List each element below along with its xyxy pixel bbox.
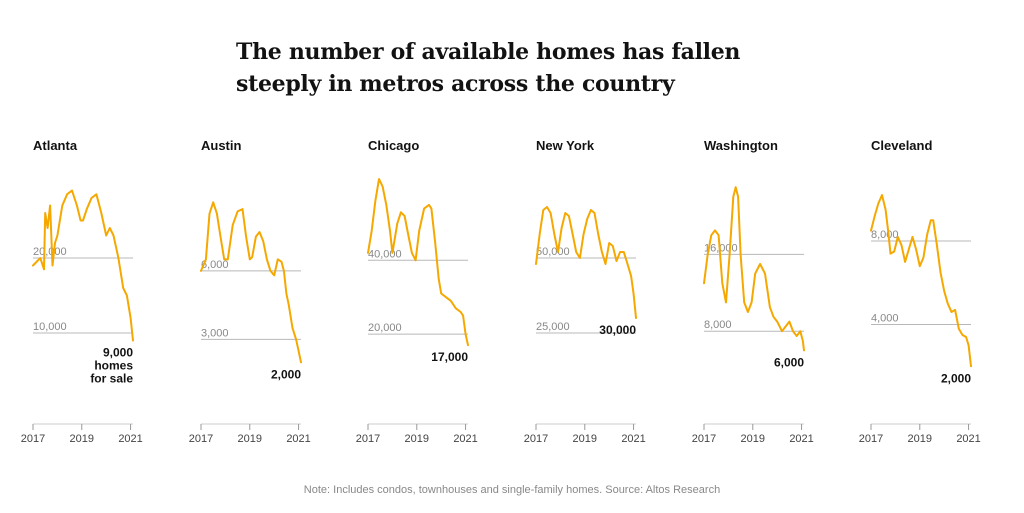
panel-title: New York <box>536 138 595 153</box>
x-tick-label: 2021 <box>286 433 310 445</box>
x-tick-label: 2021 <box>621 433 645 445</box>
y-tick-label: 6,000 <box>201 259 229 271</box>
x-tick-label: 2017 <box>189 433 213 445</box>
end-value-label: 9,000 homes for sale <box>90 346 133 386</box>
x-tick-label: 2019 <box>70 433 94 445</box>
x-tick-label: 2019 <box>405 433 429 445</box>
x-tick-label: 2019 <box>573 433 597 445</box>
y-tick-label: 8,000 <box>871 229 899 241</box>
end-value-label: 6,000 <box>774 355 804 369</box>
chart-austin: 3,000 6,000 2017 2019 2021 2,000 <box>189 201 311 445</box>
x-tick-label: 2017 <box>356 433 380 445</box>
end-value-label: 2,000 <box>271 367 301 381</box>
panel-title: Chicago <box>368 138 420 153</box>
x-tick-label: 2019 <box>908 433 932 445</box>
series-line-new-york <box>535 206 637 319</box>
y-tick-label: 20,000 <box>368 322 402 334</box>
series-line-atlanta <box>32 189 134 342</box>
y-tick-label: 20,000 <box>33 246 67 258</box>
y-tick-label: 40,000 <box>368 248 402 260</box>
series-line-chicago <box>367 178 469 347</box>
chart-title: The number of available homes has fallen… <box>236 39 741 97</box>
panel-atlanta: Atlanta 10,000 20,000 2017 2019 2021 9,000 home… <box>21 138 178 448</box>
x-tick-label: 2017 <box>859 433 883 445</box>
end-value-label: 30,000 <box>599 323 636 337</box>
chart-atlanta: 10,000 20,000 2017 2019 2021 9,000 homes for sa… <box>21 189 143 445</box>
series-line-washington <box>703 186 805 352</box>
source-note: Note: Includes condos, townhouses and si… <box>303 484 721 496</box>
y-tick-label: 4,000 <box>871 313 899 325</box>
panel-title: Cleveland <box>871 138 933 153</box>
y-tick-label: 8,000 <box>704 319 732 331</box>
x-tick-label: 2017 <box>524 433 548 445</box>
chart-new-york: 25,000 50,000 2017 2019 2021 30,000 <box>524 206 646 445</box>
chart-chicago: 20,000 40,000 2017 2019 2021 17,000 <box>356 178 478 445</box>
y-tick-label: 3,000 <box>201 327 229 339</box>
panel-washington: Washington 8,000 16,000 2017 2019 2021 6,000 <box>692 138 849 448</box>
panel-austin: Austin 3,000 6,000 2017 2019 2021 2,000 <box>189 138 346 448</box>
x-tick-label: 2017 <box>692 433 716 445</box>
x-tick-label: 2019 <box>238 433 262 445</box>
x-tick-label: 2021 <box>789 433 813 445</box>
chart-cleveland: 4,000 8,000 2017 2019 2021 2,000 <box>859 194 981 445</box>
panel-title: Washington <box>704 138 778 153</box>
x-tick-label: 2017 <box>21 433 45 445</box>
end-value-label: 2,000 <box>941 371 971 385</box>
series-line-cleveland <box>870 194 972 368</box>
y-tick-label: 50,000 <box>536 246 570 258</box>
x-tick-label: 2019 <box>741 433 765 445</box>
panel-chicago: Chicago 20,000 40,000 2017 2019 2021 17,000 <box>356 138 513 448</box>
y-tick-label: 10,000 <box>33 321 67 333</box>
series-line-austin <box>200 201 302 364</box>
panel-cleveland: Cleveland 4,000 8,000 2017 2019 2021 2,000 <box>859 138 1016 448</box>
panel-title: Austin <box>201 138 242 153</box>
x-tick-label: 2021 <box>453 433 477 445</box>
panel-title: Atlanta <box>33 138 78 153</box>
x-tick-label: 2021 <box>956 433 980 445</box>
panel-new-york: New York 25,000 50,000 2017 2019 2021 30,000 <box>524 138 681 448</box>
end-value-label: 17,000 <box>431 350 468 364</box>
y-tick-label: 25,000 <box>536 321 570 333</box>
x-tick-label: 2021 <box>118 433 142 445</box>
